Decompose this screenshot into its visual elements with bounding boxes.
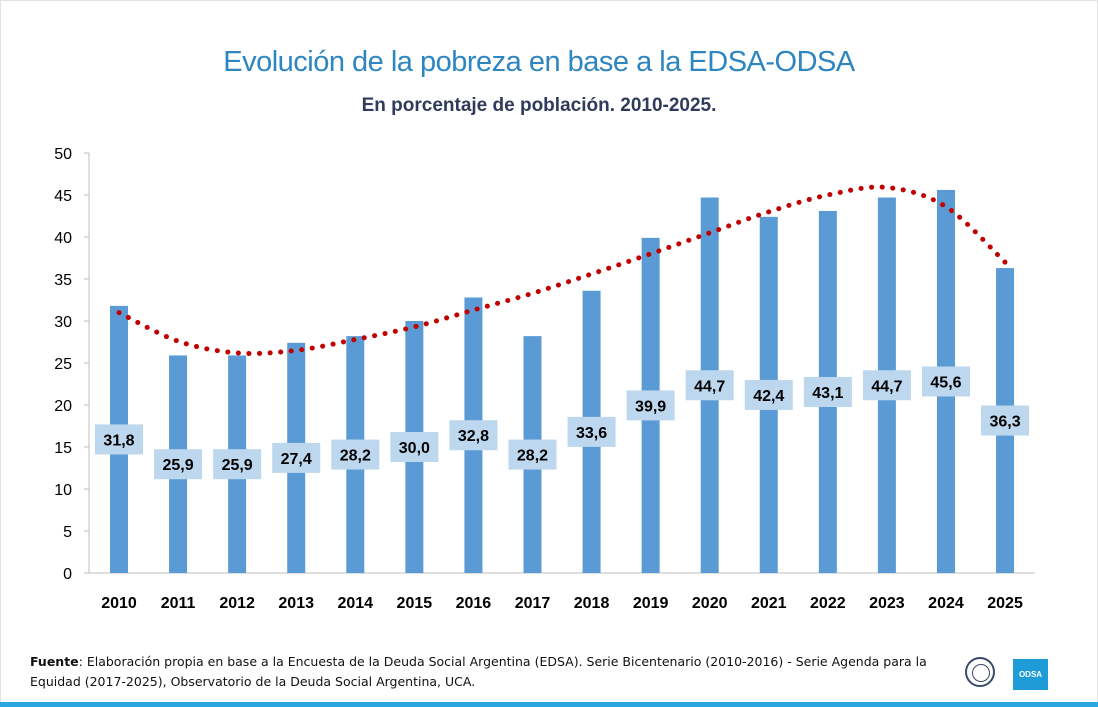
- data-label: 36,3: [989, 414, 1020, 431]
- data-label: 43,1: [812, 385, 843, 402]
- data-label-box: [213, 449, 262, 480]
- data-label-box: [744, 379, 793, 410]
- x-tick-label: 2023: [869, 595, 905, 612]
- x-tick-label: 2016: [456, 595, 492, 612]
- y-tick-label: 5: [63, 524, 72, 541]
- x-tick-label: 2010: [101, 595, 137, 612]
- uca-seal-logo: [965, 657, 995, 687]
- data-label-box: [95, 424, 143, 455]
- data-label: 39,9: [635, 398, 666, 415]
- source-note: Fuente: Elaboración propia en base a la …: [30, 652, 950, 692]
- x-tick-label: 2013: [278, 595, 314, 612]
- bottom-accent-bar: [0, 702, 1098, 707]
- data-label-box: [803, 376, 852, 407]
- data-label: 33,6: [576, 425, 607, 442]
- x-tick-label: 2014: [337, 595, 373, 612]
- y-tick-label: 45: [54, 188, 72, 205]
- data-label: 28,2: [517, 448, 548, 465]
- data-label: 25,9: [222, 457, 253, 474]
- x-tick-label: 2021: [751, 595, 787, 612]
- data-label-box: [685, 370, 734, 401]
- y-tick-label: 0: [63, 566, 72, 583]
- y-tick-label: 25: [54, 356, 72, 373]
- y-tick-label: 35: [54, 272, 72, 289]
- data-label-box: [626, 390, 675, 421]
- data-label-box: [921, 366, 970, 397]
- x-tick-label: 2025: [987, 595, 1023, 612]
- source-text: : Elaboración propia en base a la Encues…: [30, 654, 927, 689]
- data-label: 45,6: [930, 374, 961, 391]
- data-label: 30,0: [399, 440, 430, 457]
- data-label-box: [862, 370, 911, 401]
- x-tick-label: 2024: [928, 595, 964, 612]
- chart-title: Evolución de la pobreza en base a la EDS…: [223, 46, 855, 78]
- data-label: 27,4: [281, 451, 312, 468]
- data-label-box: [272, 442, 321, 473]
- x-tick-label: 2022: [810, 595, 846, 612]
- x-tick-label: 2020: [692, 595, 728, 612]
- data-label: 44,7: [871, 378, 902, 395]
- odsa-logo: ODSA: [1013, 659, 1048, 690]
- data-label-box: [331, 439, 380, 470]
- data-label-box: [449, 420, 498, 451]
- x-tick-label: 2015: [397, 595, 433, 612]
- x-tick-label: 2019: [633, 595, 669, 612]
- y-tick-label: 30: [54, 314, 72, 331]
- trendline: [116, 184, 1008, 356]
- data-label-box: [508, 439, 557, 470]
- y-tick-label: 50: [54, 146, 72, 163]
- y-tick-label: 15: [54, 440, 72, 457]
- data-label: 42,4: [753, 388, 784, 405]
- data-label: 25,9: [162, 457, 193, 474]
- y-tick-label: 20: [54, 398, 72, 415]
- data-label: 44,7: [694, 378, 725, 395]
- y-tick-label: 10: [54, 482, 72, 499]
- y-tick-label: 40: [54, 230, 72, 247]
- x-tick-label: 2011: [161, 595, 196, 612]
- data-label-box: [154, 449, 203, 480]
- data-label: 31,8: [103, 432, 134, 449]
- data-label: 32,8: [458, 428, 489, 445]
- data-label-box: [390, 432, 439, 462]
- data-label-box: [981, 405, 1030, 436]
- x-tick-label: 2017: [515, 595, 551, 612]
- chart-subtitle: En porcentaje de población. 2010-2025.: [361, 95, 717, 116]
- x-tick-label: 2018: [574, 595, 610, 612]
- x-tick-label: 2012: [219, 595, 255, 612]
- source-label: Fuente: [30, 654, 79, 669]
- data-label-box: [567, 416, 616, 447]
- data-label: 28,2: [340, 448, 371, 465]
